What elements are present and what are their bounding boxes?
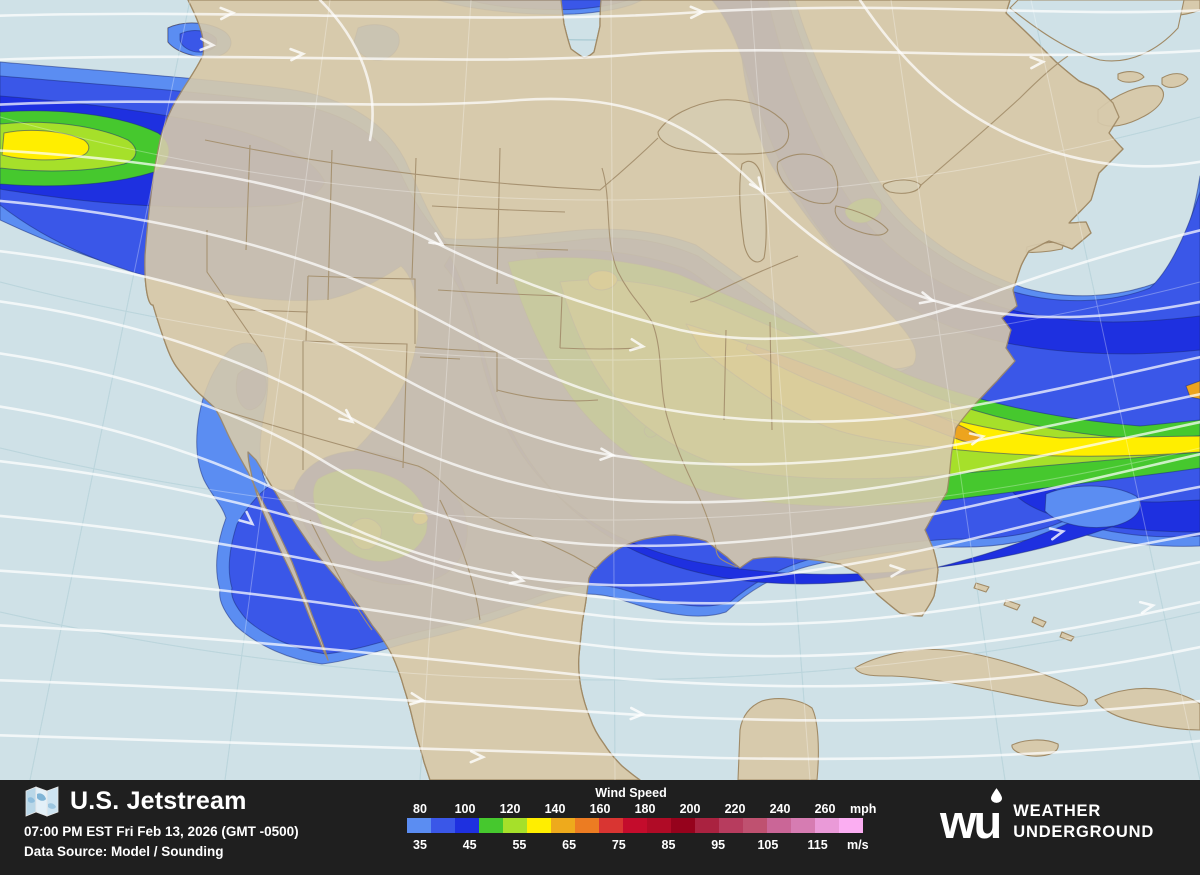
legend-ms-value: 55: [512, 838, 527, 852]
legend-mph-value: 180: [634, 802, 656, 816]
legend-ms-value: 95: [711, 838, 726, 852]
data-source: Data Source: Model / Sounding: [24, 844, 224, 859]
legend-ms-value: 85: [661, 838, 676, 852]
legend-mph-value: 140: [544, 802, 566, 816]
legend-color-swatch: [647, 818, 671, 833]
legend-mph-row: 80 100 120 140 160 180 200 220 240 260 mph: [407, 802, 876, 816]
brand-text: WEATHER UNDERGROUND: [1013, 801, 1154, 843]
legend-color-swatch: [623, 818, 647, 833]
borders: [204, 55, 1069, 631]
brand-line2: UNDERGROUND: [1013, 823, 1155, 841]
legend-ms-row: 35 45 55 65 75 85 95 105 115 m/s: [407, 838, 869, 852]
legend-color-swatch: [815, 818, 839, 833]
legend-color-swatch: [551, 818, 575, 833]
legend-mph-value: 100: [454, 802, 476, 816]
legend-mph-unit: mph: [850, 802, 877, 816]
legend-ms-value: 35: [413, 838, 427, 852]
jetstream-map-canvas: [0, 0, 1200, 780]
graticule-overlay: [0, 0, 1200, 780]
legend-color-swatch: [431, 818, 455, 833]
legend-mph-value: 120: [499, 802, 521, 816]
jet-slow-hole: [1044, 485, 1141, 529]
legend-color-swatch: [455, 818, 479, 833]
legend-title: Wind Speed: [595, 786, 667, 800]
legend-mph-value: 240: [769, 802, 791, 816]
timestamp: 07:00 PM EST Fri Feb 13, 2026 (GMT -0500…: [24, 824, 299, 839]
wu-mark-text: wu: [940, 795, 1002, 848]
legend-ms-value: 115: [807, 838, 828, 852]
legend-color-swatch: [839, 818, 863, 833]
legend-color-swatch: [743, 818, 767, 833]
droplet-icon: [991, 788, 1002, 803]
legend-ms-value: 65: [562, 838, 577, 852]
legend-color-swatch: [575, 818, 599, 833]
legend-color-swatch: [503, 818, 527, 833]
legend-mph-value: 80: [413, 802, 427, 816]
legend-color-swatch: [719, 818, 743, 833]
weather-underground-logo: wu WEATHER UNDERGROUND: [940, 788, 1154, 852]
legend-color-bar: [407, 818, 863, 833]
legend-color-swatch: [479, 818, 503, 833]
brand-line1: WEATHER: [1013, 802, 1102, 820]
legend-color-swatch: [791, 818, 815, 833]
legend-mph-value: 200: [679, 802, 701, 816]
legend-color-swatch: [527, 818, 551, 833]
wu-logo-mark: wu: [940, 788, 1002, 852]
legend-color-swatch: [767, 818, 791, 833]
streamlines: [0, 0, 1200, 761]
jetstream-map: [0, 0, 1200, 780]
legend-ms-unit: m/s: [847, 838, 869, 852]
legend-mph-value: 160: [589, 802, 611, 816]
legend-mph-value: 220: [724, 802, 746, 816]
legend-color-swatch: [599, 818, 623, 833]
wind-speed-legend: Wind Speed 80 100 120 140 160 180 200 220 240 260…: [407, 780, 876, 875]
legend-ms-value: 75: [611, 838, 626, 852]
legend-ms-value: 45: [462, 838, 477, 852]
map-identity: U.S. Jetstream 07:00 PM EST Fri Feb 13, …: [24, 786, 299, 859]
legend-ms-value: 105: [757, 838, 779, 852]
legend-color-swatch: [671, 818, 695, 833]
map-icon: [25, 786, 59, 817]
page-title: U.S. Jetstream: [70, 787, 247, 815]
footer-bar: U.S. Jetstream 07:00 PM EST Fri Feb 13, …: [0, 780, 1200, 875]
legend-color-swatch: [407, 818, 431, 833]
legend-mph-value: 260: [814, 802, 836, 816]
legend-color-swatch: [695, 818, 719, 833]
lake-outline-overlay: [657, 99, 922, 263]
